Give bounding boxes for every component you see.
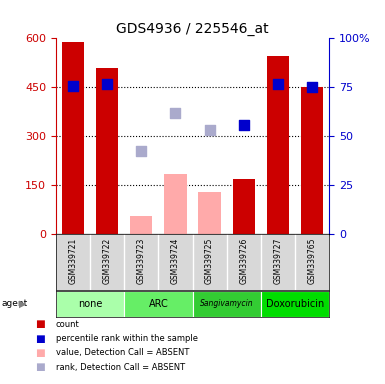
Bar — [233, 179, 255, 234]
Point — [172, 111, 179, 117]
Text: ■: ■ — [35, 362, 44, 372]
Bar — [199, 192, 221, 234]
Text: none: none — [78, 299, 102, 309]
Text: GDS4936 / 225546_at: GDS4936 / 225546_at — [116, 22, 269, 36]
Text: Sangivamycin: Sangivamycin — [200, 299, 253, 308]
Text: ■: ■ — [35, 319, 44, 329]
Bar — [301, 88, 323, 234]
Bar — [124, 291, 192, 317]
Bar — [192, 291, 261, 317]
Point — [104, 81, 110, 87]
Text: ■: ■ — [35, 348, 44, 358]
Text: GSM339765: GSM339765 — [308, 238, 316, 284]
Text: ■: ■ — [35, 334, 44, 344]
Point — [206, 127, 213, 133]
Text: GSM339724: GSM339724 — [171, 238, 180, 284]
Point — [70, 83, 76, 89]
Text: GSM339725: GSM339725 — [205, 238, 214, 284]
Point — [309, 84, 315, 91]
Text: value, Detection Call = ABSENT: value, Detection Call = ABSENT — [56, 348, 189, 358]
Bar — [164, 174, 186, 234]
Bar — [56, 291, 124, 317]
Bar — [130, 216, 152, 234]
Bar — [261, 291, 329, 317]
Text: GSM339727: GSM339727 — [273, 238, 283, 284]
Point — [138, 148, 144, 154]
Text: GSM339721: GSM339721 — [69, 238, 77, 284]
Text: Doxorubicin: Doxorubicin — [266, 299, 324, 309]
Text: percentile rank within the sample: percentile rank within the sample — [56, 334, 198, 343]
Text: ARC: ARC — [149, 299, 168, 309]
Point — [275, 81, 281, 87]
Text: GSM339722: GSM339722 — [102, 238, 112, 284]
Text: ▶: ▶ — [18, 299, 26, 309]
Text: rank, Detection Call = ABSENT: rank, Detection Call = ABSENT — [56, 362, 185, 372]
Bar — [96, 68, 118, 234]
Text: GSM339726: GSM339726 — [239, 238, 248, 284]
Bar — [62, 42, 84, 234]
Text: agent: agent — [2, 299, 28, 308]
Point — [241, 122, 247, 128]
Text: GSM339723: GSM339723 — [137, 238, 146, 284]
Text: count: count — [56, 320, 80, 329]
Bar — [267, 56, 289, 234]
